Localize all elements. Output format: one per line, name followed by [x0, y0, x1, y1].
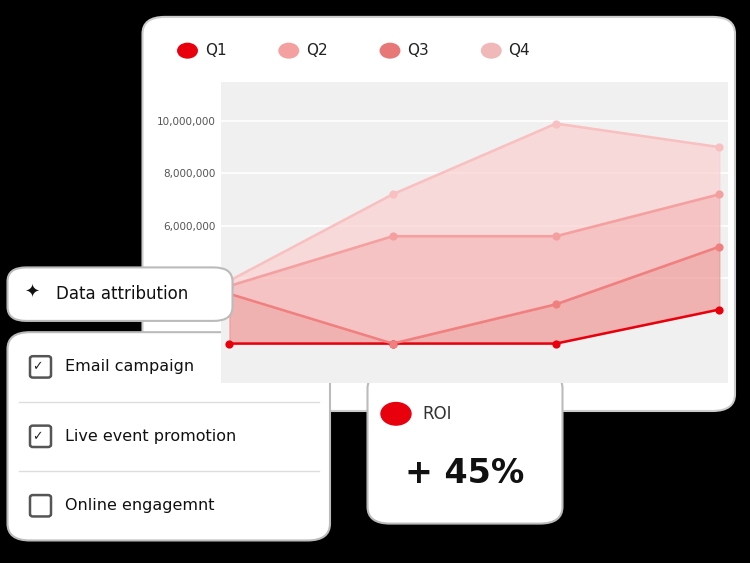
Text: Live event promotion: Live event promotion — [65, 429, 236, 444]
Point — [713, 305, 725, 314]
Text: Data attribution: Data attribution — [56, 285, 188, 303]
Point — [387, 190, 399, 199]
Point — [224, 289, 236, 298]
Text: + 45%: + 45% — [405, 457, 525, 490]
Text: Q1: Q1 — [205, 43, 226, 58]
Point — [224, 282, 236, 291]
Text: ✓: ✓ — [32, 430, 43, 443]
Point — [713, 142, 725, 151]
Text: Q3: Q3 — [407, 43, 429, 58]
Point — [713, 190, 725, 199]
Text: Online engagemnt: Online engagemnt — [65, 498, 214, 513]
Text: Q4: Q4 — [509, 43, 530, 58]
Text: Email campaign: Email campaign — [65, 359, 194, 374]
Text: Q2: Q2 — [306, 43, 328, 58]
Point — [387, 339, 399, 348]
Text: ROI: ROI — [422, 405, 451, 423]
Point — [387, 339, 399, 348]
Point — [550, 231, 562, 240]
Point — [713, 242, 725, 251]
Point — [550, 339, 562, 348]
Point — [387, 231, 399, 240]
Point — [224, 339, 236, 348]
Text: ✦: ✦ — [24, 284, 39, 301]
Point — [550, 119, 562, 128]
Point — [224, 276, 236, 285]
Point — [550, 300, 562, 309]
Text: ✓: ✓ — [32, 360, 43, 373]
